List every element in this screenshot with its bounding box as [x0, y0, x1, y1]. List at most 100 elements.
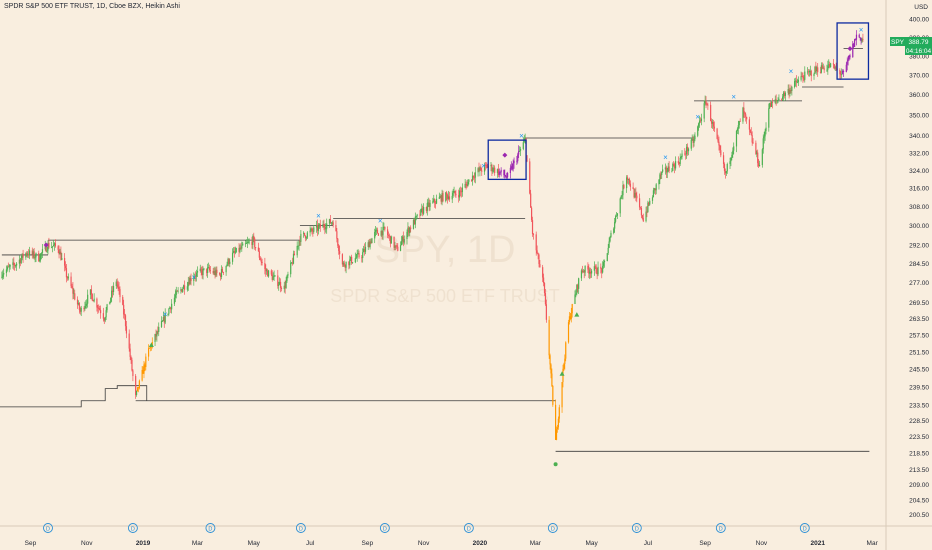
candle-body	[829, 64, 831, 68]
candle-body	[577, 284, 579, 289]
candle-body	[123, 304, 125, 315]
candle-body	[241, 245, 243, 249]
candle-body	[494, 167, 496, 173]
candle-body	[332, 222, 334, 226]
candle-body	[261, 261, 263, 263]
candle-body	[93, 298, 95, 302]
candle-body	[433, 199, 435, 202]
candle-body	[507, 172, 509, 178]
candle-body	[413, 219, 415, 225]
candle-body	[324, 226, 326, 229]
candle-body	[61, 258, 63, 260]
candle-body	[435, 202, 437, 204]
candle-body	[51, 247, 53, 248]
candle-body	[255, 247, 257, 249]
candle-body	[342, 262, 344, 265]
candle-body	[329, 219, 332, 224]
candle-body	[195, 272, 198, 277]
candle-body	[111, 290, 114, 293]
dividend-marker-label: D	[46, 526, 50, 532]
price-tick-label: 400.00	[909, 17, 929, 24]
candle-body	[513, 160, 515, 164]
candle-body	[607, 247, 609, 254]
candle-body	[163, 316, 165, 323]
candle-body	[542, 277, 545, 283]
candle-body	[558, 407, 560, 419]
candle-body	[704, 100, 706, 104]
time-tick-label: 2021	[810, 540, 825, 547]
candle-body	[44, 245, 46, 250]
candle-body	[278, 284, 280, 286]
candle-body	[225, 266, 227, 273]
candle-body	[242, 243, 244, 246]
candle-body	[19, 259, 21, 263]
time-tick-label: Sep	[362, 540, 374, 547]
candle-body	[167, 313, 169, 315]
candle-body	[45, 245, 47, 252]
candle-body	[777, 100, 779, 101]
candle-body	[410, 227, 412, 229]
candle-body	[614, 221, 616, 229]
candle-body	[732, 150, 734, 155]
candle-body	[648, 202, 650, 205]
candle-body	[2, 274, 4, 277]
candle-body	[407, 227, 409, 232]
candle-body	[464, 183, 466, 188]
candle-body	[375, 229, 377, 232]
time-tick-label: Nov	[756, 540, 768, 547]
price-tick-label: 257.50	[909, 332, 929, 339]
candle-body	[183, 285, 185, 289]
candle-body	[498, 171, 500, 175]
candle-body	[102, 313, 104, 319]
candle-body	[623, 185, 625, 189]
candle-body	[556, 427, 559, 430]
candle-body	[712, 122, 715, 127]
candle-body	[374, 231, 376, 239]
candle-body	[828, 64, 830, 67]
candle-body	[304, 235, 307, 239]
candle-body	[46, 250, 48, 252]
candle-body	[455, 193, 457, 196]
candle-body	[66, 277, 68, 279]
candle-body	[530, 193, 532, 208]
candle-body	[692, 139, 694, 143]
candle-body	[570, 313, 572, 320]
candle-body	[590, 271, 592, 274]
candle-body	[277, 275, 279, 286]
dividend-marker-label: D	[803, 526, 807, 532]
candle-body	[245, 243, 248, 244]
candle-body	[271, 274, 273, 280]
candle-body	[800, 76, 802, 80]
candle-body	[817, 67, 819, 73]
candle-body	[291, 262, 294, 264]
chart-title: SPDR S&P 500 ETF TRUST, 1D, Cboe BZX, He…	[4, 3, 180, 10]
candle-body	[783, 92, 786, 96]
candle-body	[259, 257, 261, 260]
dividend-marker-label: D	[551, 526, 555, 532]
candle-body	[297, 245, 299, 247]
candle-body	[654, 188, 656, 191]
candle-body	[554, 404, 557, 440]
time-tick-label: Nov	[418, 540, 430, 547]
candle-body	[206, 268, 208, 273]
candle-body	[40, 252, 43, 254]
candle-body	[337, 238, 339, 246]
time-tick-label: May	[585, 540, 598, 547]
candle-body	[745, 114, 747, 117]
candle-body	[809, 70, 811, 72]
candle-body	[399, 245, 402, 251]
candle-body	[200, 268, 202, 271]
candle-body	[83, 307, 85, 310]
candle-body	[118, 286, 120, 290]
candle-body	[742, 107, 744, 122]
candle-body	[590, 270, 593, 274]
candle-body	[99, 310, 102, 314]
candle-body	[499, 171, 501, 173]
candle-body	[164, 313, 166, 323]
candle-body	[797, 79, 799, 83]
candle-body	[551, 373, 553, 386]
candle-body	[778, 98, 780, 101]
candle-body	[376, 229, 379, 234]
candle-body	[447, 194, 449, 199]
